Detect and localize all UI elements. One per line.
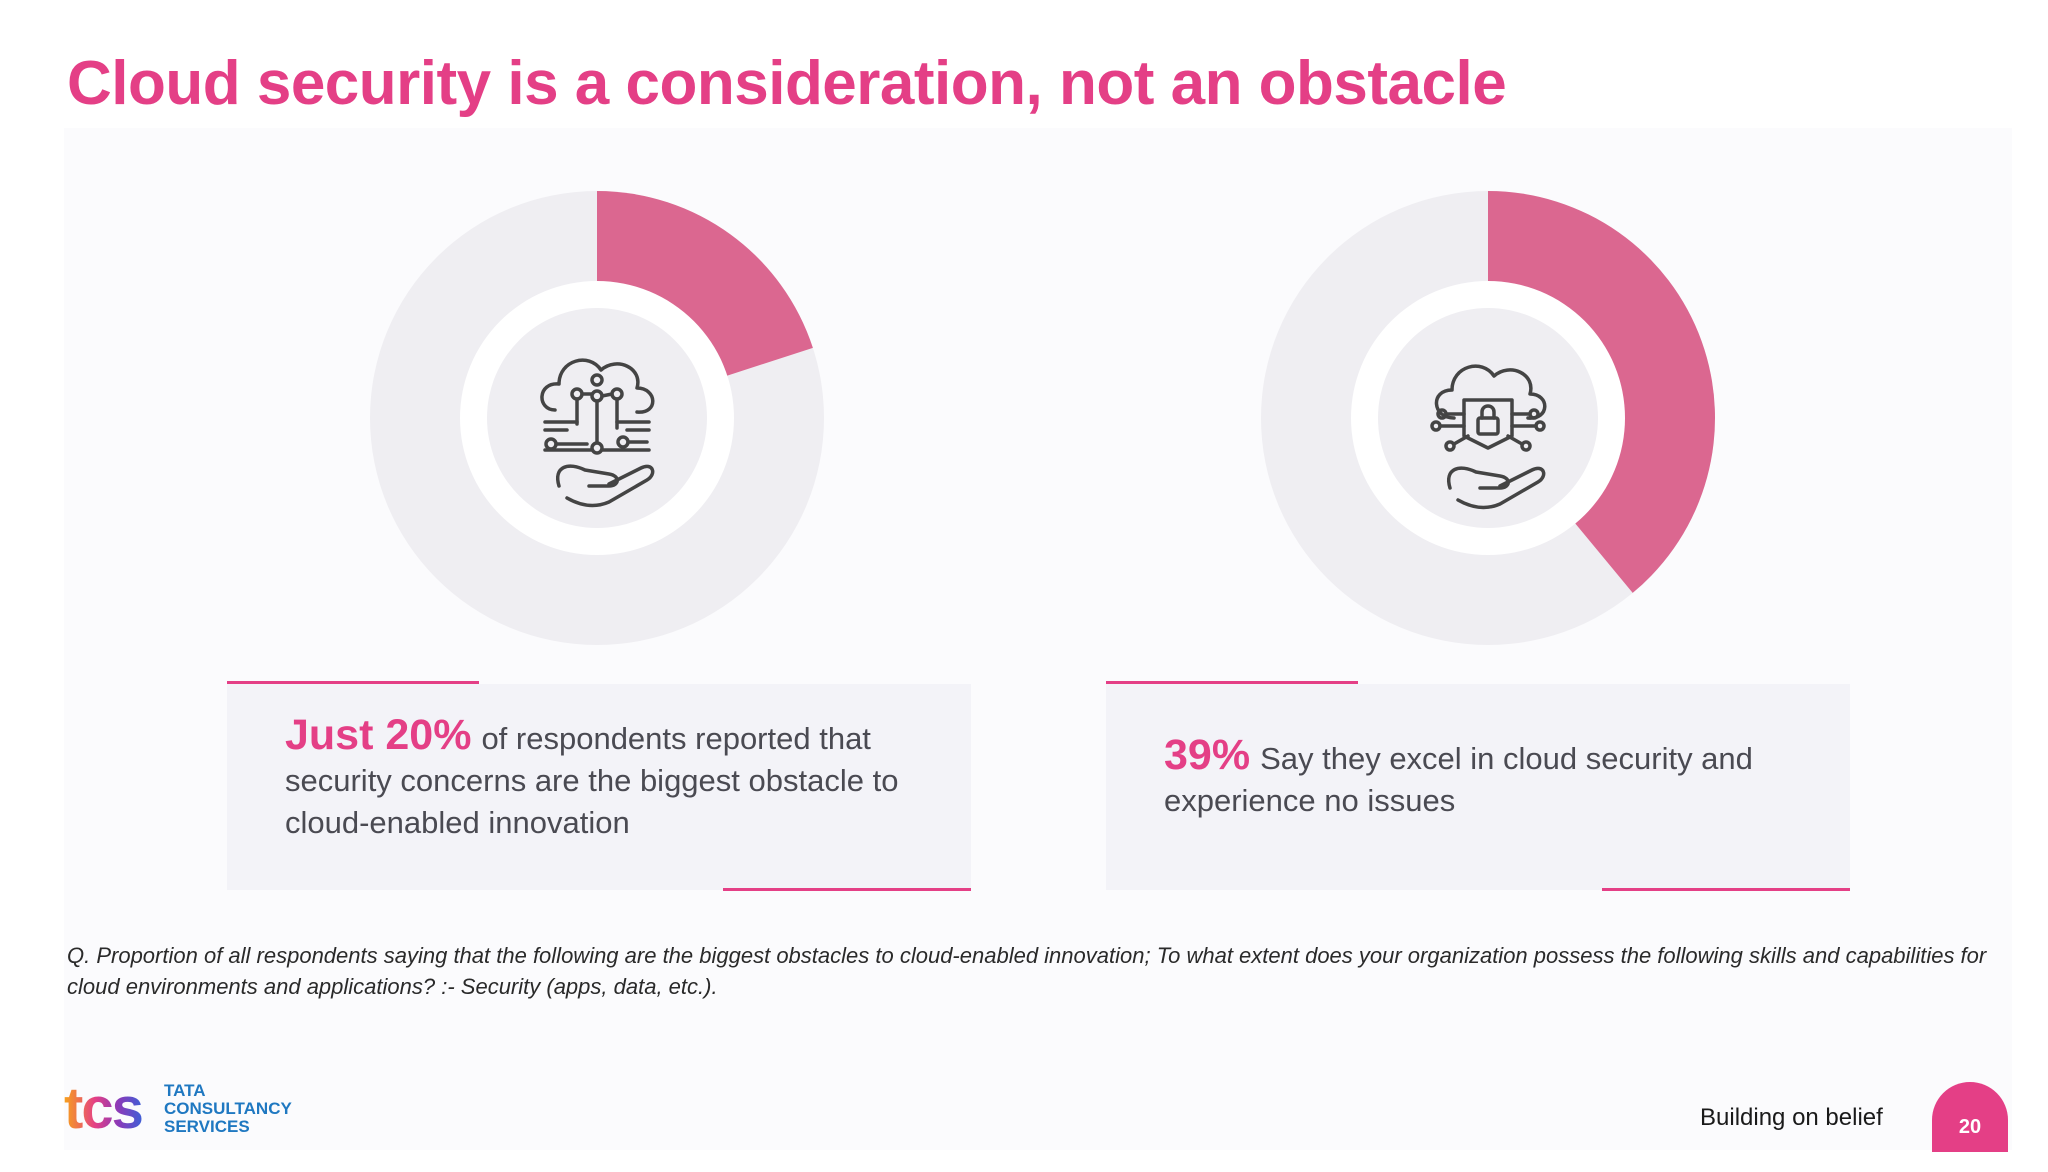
- card-1-accent-top: [227, 681, 479, 684]
- donut-chart-1: [367, 188, 827, 648]
- tagline: Building on belief: [1700, 1104, 1883, 1131]
- card-2-text: 39% Say they excel in cloud security and …: [1164, 734, 1810, 822]
- donut-chart-2: [1258, 188, 1718, 648]
- cloud-lock-shield-hand-icon: [1388, 318, 1588, 518]
- card-1-highlight: Just 20%: [285, 711, 472, 759]
- card-2-accent-bottom: [1602, 888, 1850, 891]
- card-2-body: Say they excel in cloud security and exp…: [1164, 741, 1753, 818]
- tcs-logo-mark: tcs: [64, 1076, 144, 1141]
- card-2-accent-top: [1106, 681, 1358, 684]
- stat-card-2: 39% Say they excel in cloud security and …: [1106, 681, 1850, 891]
- cloud-circuit-hand-icon: [497, 318, 697, 518]
- card-1-accent-bottom: [723, 888, 971, 891]
- page-number: 20: [1932, 1082, 2008, 1152]
- tcs-logo: tcs TATA CONSULTANCY SERVICES: [64, 1078, 304, 1140]
- slide-title: Cloud security is a consideration, not a…: [67, 49, 1507, 118]
- content-panel: [64, 128, 2012, 1150]
- logo-line-1: TATA: [164, 1081, 206, 1100]
- logo-line-2: CONSULTANCY: [164, 1099, 292, 1118]
- tcs-logo-words: TATA CONSULTANCY SERVICES: [164, 1082, 292, 1136]
- stat-card-1: Just 20% of respondents reported that sec…: [227, 681, 971, 891]
- card-2-highlight: 39%: [1164, 731, 1251, 779]
- card-1-text: Just 20% of respondents reported that sec…: [285, 714, 931, 844]
- card-1-body: of respondents reported that security co…: [285, 721, 899, 840]
- logo-line-3: SERVICES: [164, 1117, 250, 1136]
- footnote: Q. Proportion of all respondents saying …: [67, 943, 1987, 999]
